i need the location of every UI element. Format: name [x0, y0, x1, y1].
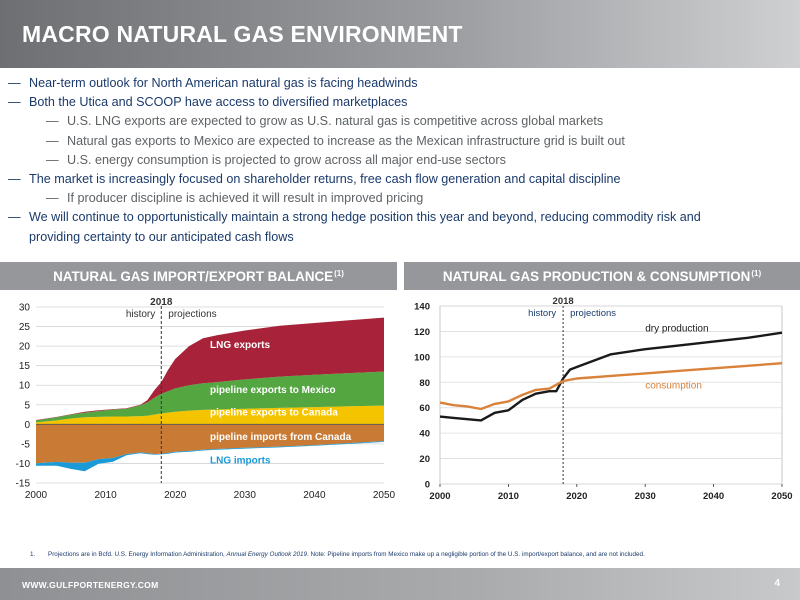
y-tick-label: 40 — [419, 429, 430, 440]
y-tick-label: 80 — [419, 378, 430, 389]
footnote: 1. Projections are in Bcfd. U.S. Energy I… — [30, 551, 645, 558]
pipeline-exports-to-mexico-area — [36, 371, 384, 423]
lng-imports-area — [36, 441, 384, 472]
website-link[interactable]: WWW.GULFPORTENERGY.COM — [22, 580, 159, 590]
footnote-ref: (1) — [751, 268, 762, 278]
footnote-text-b: . Note: Pipeline imports from Mexico mak… — [307, 551, 645, 558]
dash-icon: — — [46, 114, 59, 129]
page-title: MACRO NATURAL GAS ENVIRONMENT — [22, 21, 463, 47]
x-tick-label: 2010 — [498, 491, 519, 502]
pipeline-exports-to-mexico-label: pipeline exports to Mexico — [210, 385, 336, 396]
y-tick-label: 0 — [24, 420, 30, 431]
footnote-source-title: Annual Energy Outlook 2019 — [226, 551, 308, 558]
pipeline-imports-from-canada-label: pipeline imports from Canada — [210, 432, 352, 443]
sub-bullet-item: — If producer discipline is achieved it w… — [8, 189, 788, 208]
bullet-text: Both the Utica and SCOOP have access to … — [29, 95, 408, 110]
pipeline-exports-to-canada-label: pipeline exports to Canada — [210, 408, 338, 419]
lng-exports-label: LNG exports — [210, 340, 270, 351]
production-consumption-chart: 0 20 40 60 80 100 120 140 2000 2010 2020 2030 2040 20… — [404, 292, 800, 504]
x-tick-label: 2000 — [429, 491, 450, 502]
bullet-text: We will continue to opportunistically ma… — [29, 210, 701, 225]
projections-label: projections — [168, 309, 216, 320]
bullet-text: Natural gas exports to Mexico are expect… — [67, 133, 625, 148]
sub-bullet-item: — U.S. energy consumption is projected to… — [8, 151, 788, 170]
x-tick-label: 2030 — [234, 490, 257, 501]
dash-icon: — — [8, 172, 21, 187]
y-tick-label: 5 — [24, 400, 30, 411]
bullet-text: U.S. energy consumption is projected to … — [67, 152, 506, 167]
y-tick-label: 20 — [419, 454, 430, 465]
y-tick-label: 10 — [19, 381, 31, 392]
import-export-heading: NATURAL GAS IMPORT/EXPORT BALANCE (1) — [0, 262, 397, 290]
page-number: 4 — [774, 578, 780, 589]
pipeline-imports-from-canada-area — [36, 424, 384, 464]
y-tick-label: 30 — [19, 303, 31, 314]
x-tick-label: 2000 — [25, 490, 48, 501]
bullet-item: — Near-term outlook for North American na… — [8, 74, 788, 93]
footnote-text-a: Projections are in Bcfd. U.S. Energy Inf… — [48, 551, 227, 558]
dash-icon: — — [8, 95, 21, 110]
y-tick-label: -10 — [16, 459, 31, 470]
lng-exports-area — [36, 317, 384, 421]
bullet-text: Near-term outlook for North American nat… — [29, 76, 418, 90]
dash-icon: — — [8, 210, 21, 225]
x-tick-label: 2020 — [164, 490, 187, 501]
history-label: history — [126, 309, 155, 320]
y-tick-label: -5 — [21, 439, 30, 450]
x-tick-label: 2050 — [373, 490, 396, 501]
dry-production-line — [439, 331, 783, 422]
y-tick-label: 60 — [419, 403, 430, 414]
y-tick-label: 140 — [414, 302, 430, 313]
dash-icon: — — [46, 191, 59, 206]
bullet-item: — We will continue to opportunistically m… — [8, 208, 788, 227]
projections-label: projections — [570, 308, 616, 319]
x-tick-label: 2040 — [303, 490, 326, 501]
bullet-item-continued: providing certainty to our anticipated c… — [8, 228, 788, 247]
y-tick-label: 25 — [19, 322, 31, 333]
bullet-text: If producer discipline is achieved it wi… — [67, 191, 424, 206]
x-tick-label: 2040 — [703, 491, 724, 502]
bullet-item: — The market is increasingly focused on s… — [8, 170, 788, 189]
lng-imports-label: LNG imports — [210, 455, 271, 466]
bullet-text: U.S. LNG exports are expected to grow as… — [67, 114, 604, 129]
dry-production-label: dry production — [645, 323, 708, 334]
import-export-svg: -15 -10 -5 0 5 10 15 20 25 30 2000 2010 2020 2030 2040… — [16, 297, 396, 501]
sub-bullet-item: — U.S. LNG exports are expected to grow a… — [8, 112, 788, 131]
y-tick-label: 0 — [425, 480, 430, 491]
pipeline-exports-to-canada-area — [36, 405, 384, 425]
footnote-number: 1. — [30, 551, 36, 558]
dash-icon: — — [46, 133, 59, 148]
footnote-ref: (1) — [334, 268, 344, 278]
x-tick-label: 2020 — [566, 491, 587, 502]
footer-bar: WWW.GULFPORTENERGY.COM 4 — [0, 568, 800, 600]
x-tick-label: 2030 — [635, 491, 656, 502]
dash-icon: — — [46, 152, 59, 167]
x-tick-label: 2050 — [771, 491, 792, 502]
y-tick-label: -15 — [16, 479, 31, 490]
dash-icon: — — [8, 76, 21, 90]
consumption-label: consumption — [645, 381, 702, 392]
y-tick-label: 20 — [19, 342, 31, 353]
chart-background — [404, 292, 800, 504]
section-title: NATURAL GAS IMPORT/EXPORT BALANCE — [53, 268, 334, 284]
y-tick-label: 100 — [414, 352, 430, 363]
divider-year-label: 2018 — [150, 297, 173, 308]
bullet-text: The market is increasingly focused on sh… — [29, 172, 621, 187]
title-bar: MACRO NATURAL GAS ENVIRONMENT — [0, 0, 800, 68]
sub-bullet-item: — Natural gas exports to Mexico are expec… — [8, 132, 788, 151]
history-label: history — [528, 308, 556, 319]
import-export-chart: -15 -10 -5 0 5 10 15 20 25 30 2000 2010 2020 2030 2040… — [0, 292, 400, 504]
bullet-text: providing certainty to our anticipated c… — [29, 229, 294, 244]
section-title: NATURAL GAS PRODUCTION & CONSUMPTION — [442, 268, 751, 284]
y-tick-label: 15 — [19, 361, 31, 372]
y-tick-label: 120 — [414, 327, 430, 338]
bullet-item: — Both the Utica and SCOOP have access to… — [8, 93, 788, 112]
bullet-list: — Near-term outlook for North American na… — [8, 74, 788, 247]
consumption-line — [439, 362, 783, 411]
divider-year-label: 2018 — [553, 296, 574, 307]
production-consumption-heading: NATURAL GAS PRODUCTION & CONSUMPTION (1) — [404, 262, 800, 290]
x-tick-label: 2010 — [94, 490, 117, 501]
